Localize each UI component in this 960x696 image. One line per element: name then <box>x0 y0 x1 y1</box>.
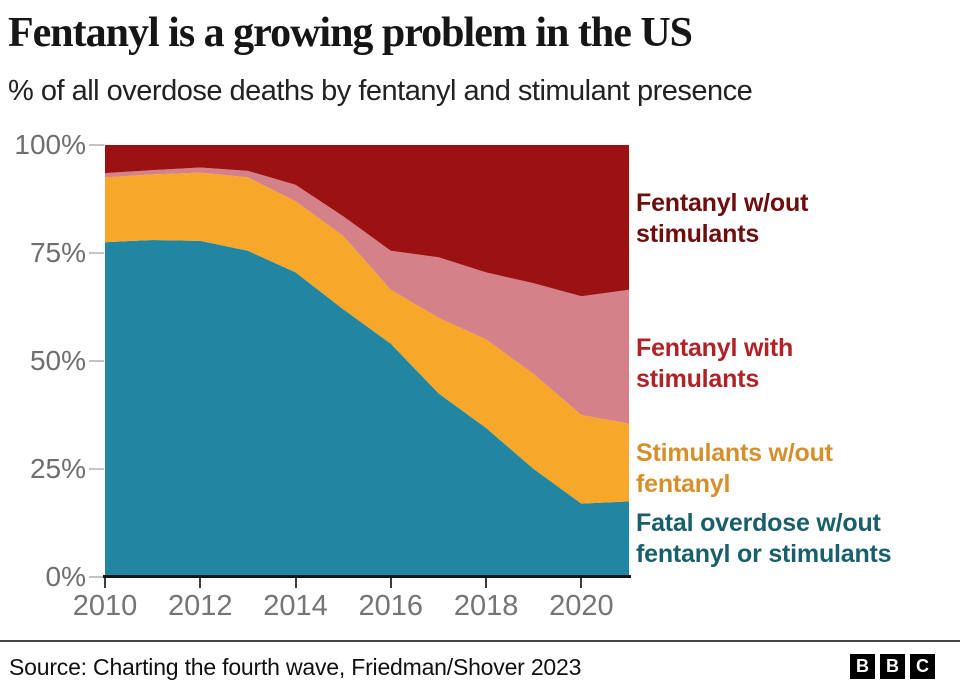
x-tick-label: 2020 <box>549 590 614 622</box>
source-text: Source: Charting the fourth wave, Friedm… <box>9 654 582 680</box>
x-tick-label: 2010 <box>72 590 138 622</box>
footer-divider <box>0 640 960 642</box>
y-tick-label: 75% <box>29 237 86 268</box>
x-tick-label: 2016 <box>358 590 424 622</box>
x-tick-mark <box>294 578 297 588</box>
chart-subtitle: % of all overdose deaths by fentanyl and… <box>8 75 753 107</box>
y-tick-mark <box>89 360 104 362</box>
area-fatal-overdose-w-out-fentanyl-or-stimulants <box>105 240 629 577</box>
legend-item: Stimulants w/out fentanyl <box>636 438 833 500</box>
bbc-logo: B B C <box>850 654 935 679</box>
y-tick-mark <box>89 144 104 146</box>
bbc-logo-letter: C <box>910 654 935 679</box>
area-stimulants-w-out-fentanyl <box>105 172 629 504</box>
bbc-logo-letter: B <box>880 654 905 679</box>
y-tick-mark <box>89 468 104 470</box>
y-tick-label: 25% <box>29 453 86 484</box>
legend-label-line: Stimulants w/out <box>636 439 833 467</box>
x-tick-label: 2018 <box>453 590 519 622</box>
y-tick-label: 0% <box>45 561 86 592</box>
legend-label-line: stimulants <box>636 365 760 393</box>
y-tick-label: 50% <box>29 345 86 376</box>
bbc-logo-letter: B <box>850 654 875 679</box>
stacked-area-svg <box>105 145 629 577</box>
x-tick-label: 2012 <box>168 590 233 622</box>
x-tick-mark <box>580 578 583 588</box>
x-tick-mark <box>104 578 106 588</box>
area-fentanyl-with-stimulants <box>105 167 629 424</box>
legend-label-line: Fentanyl w/out <box>636 189 809 217</box>
chart-title: Fentanyl is a growing problem in the US <box>8 10 693 56</box>
legend-label-line: Fentanyl with <box>636 334 794 362</box>
plot-area <box>105 145 629 577</box>
x-tick-mark <box>199 578 202 588</box>
area-fentanyl-w-out-stimulants <box>105 145 629 297</box>
y-tick-mark <box>89 576 104 578</box>
x-tick-mark <box>389 578 392 588</box>
legend-item: Fatal overdose w/out fentanyl or stimulan… <box>636 508 892 570</box>
y-tick-mark <box>89 252 104 254</box>
legend-item: Fentanyl w/out stimulants <box>636 188 808 250</box>
x-axis-line <box>103 575 631 578</box>
legend-label-line: fentanyl or stimulants <box>636 540 892 568</box>
x-tick-mark <box>485 578 488 588</box>
legend-item: Fentanyl with stimulants <box>636 333 793 395</box>
x-tick-label: 2014 <box>263 590 328 622</box>
legend-label-line: Fatal overdose w/out <box>636 509 881 537</box>
legend-label-line: fentanyl <box>636 470 731 498</box>
y-tick-label: 100% <box>14 129 86 160</box>
legend-label-line: stimulants <box>636 220 760 248</box>
